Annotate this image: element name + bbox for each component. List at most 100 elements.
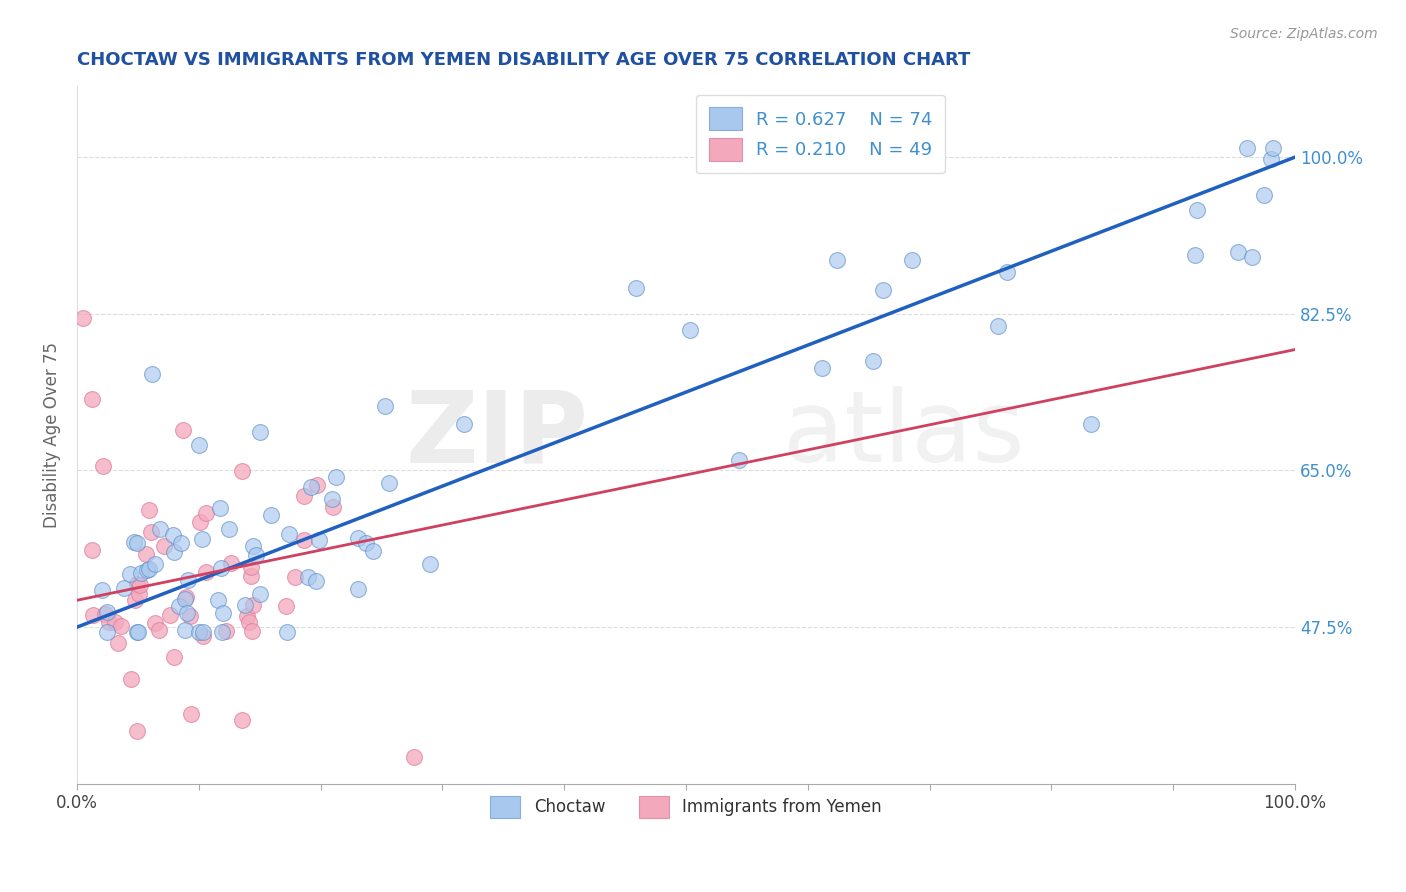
- Point: [274, 599, 297, 613]
- Point: [127, 624, 149, 639]
- Point: [235, 609, 257, 624]
- Point: [153, 539, 176, 553]
- Point: [374, 399, 396, 413]
- Point: [96, 624, 118, 639]
- Point: [305, 478, 328, 492]
- Point: [143, 616, 166, 631]
- Point: [278, 527, 301, 541]
- Point: [172, 423, 194, 437]
- Point: [321, 492, 343, 507]
- Point: [188, 438, 211, 452]
- Point: [872, 283, 894, 297]
- Point: [987, 318, 1010, 333]
- Point: [176, 606, 198, 620]
- Point: [80, 392, 103, 406]
- Point: [170, 536, 193, 550]
- Point: [163, 545, 186, 559]
- Point: [240, 624, 263, 638]
- Point: [112, 581, 135, 595]
- Point: [191, 532, 214, 546]
- Point: [276, 624, 298, 639]
- Point: [727, 453, 749, 467]
- Point: [235, 598, 257, 612]
- Point: [679, 323, 702, 337]
- Point: [91, 459, 114, 474]
- Point: [299, 480, 322, 494]
- Point: [297, 569, 319, 583]
- Point: [404, 750, 426, 764]
- Point: [1261, 141, 1284, 155]
- Point: [188, 515, 211, 529]
- Point: [209, 501, 232, 516]
- Legend: Choctaw, Immigrants from Yemen: Choctaw, Immigrants from Yemen: [484, 789, 889, 824]
- Point: [305, 574, 328, 588]
- Point: [284, 570, 307, 584]
- Point: [174, 591, 197, 605]
- Point: [239, 569, 262, 583]
- Point: [180, 707, 202, 722]
- Point: [96, 605, 118, 619]
- Point: [120, 672, 142, 686]
- Point: [179, 609, 201, 624]
- Point: [107, 636, 129, 650]
- Point: [163, 650, 186, 665]
- Point: [249, 425, 271, 439]
- Point: [72, 311, 94, 326]
- Point: [80, 543, 103, 558]
- Point: [242, 540, 264, 554]
- Point: [128, 587, 150, 601]
- Point: [624, 281, 647, 295]
- Point: [188, 624, 211, 639]
- Point: [135, 563, 157, 577]
- Point: [245, 549, 267, 563]
- Point: [138, 503, 160, 517]
- Point: [211, 560, 233, 574]
- Point: [242, 598, 264, 612]
- Point: [120, 566, 142, 581]
- Point: [231, 464, 253, 478]
- Point: [346, 582, 368, 596]
- Point: [138, 562, 160, 576]
- Point: [129, 577, 152, 591]
- Point: [143, 557, 166, 571]
- Point: [1227, 244, 1250, 259]
- Point: [292, 533, 315, 547]
- Point: [195, 506, 218, 520]
- Point: [419, 558, 441, 572]
- Point: [127, 624, 149, 639]
- Point: [325, 470, 347, 484]
- Point: [211, 624, 233, 639]
- Text: ZIP: ZIP: [406, 386, 589, 483]
- Point: [238, 615, 260, 629]
- Point: [127, 535, 149, 549]
- Point: [221, 557, 243, 571]
- Point: [308, 533, 330, 548]
- Point: [159, 608, 181, 623]
- Point: [191, 629, 214, 643]
- Point: [1080, 417, 1102, 432]
- Point: [1185, 202, 1208, 217]
- Point: [901, 252, 924, 267]
- Point: [149, 522, 172, 536]
- Point: [811, 360, 834, 375]
- Point: [124, 593, 146, 607]
- Point: [94, 607, 117, 622]
- Point: [174, 624, 197, 638]
- Point: [361, 544, 384, 558]
- Point: [124, 535, 146, 549]
- Point: [127, 723, 149, 738]
- Point: [1241, 250, 1264, 264]
- Point: [1253, 187, 1275, 202]
- Point: [322, 500, 344, 514]
- Point: [862, 354, 884, 368]
- Point: [194, 565, 217, 579]
- Point: [378, 476, 401, 491]
- Point: [141, 367, 163, 381]
- Point: [90, 582, 112, 597]
- Point: [218, 522, 240, 536]
- Point: [110, 619, 132, 633]
- Point: [207, 593, 229, 607]
- Point: [292, 490, 315, 504]
- Point: [162, 527, 184, 541]
- Point: [125, 577, 148, 591]
